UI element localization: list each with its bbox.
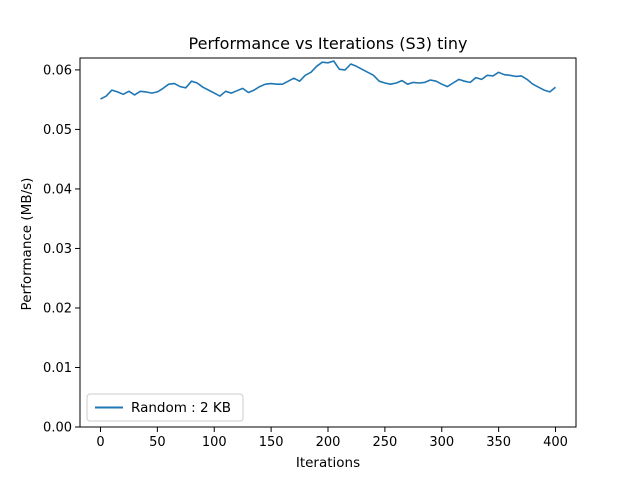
y-tick-label: 0.06 — [43, 63, 72, 78]
y-axis-label: Performance (MB/s) — [19, 178, 35, 311]
plot-area: 0 50 100 150 200 250 300 350 400 0.00 0.01 0.02 0.03… — [43, 57, 577, 450]
legend: Random : 2 KB — [86, 393, 244, 422]
chart-title: Performance vs Iterations (S3) tiny — [189, 34, 468, 53]
x-tick-label: 100 — [202, 435, 227, 450]
x-tick-label: 0 — [96, 435, 104, 450]
y-tick-label: 0.00 — [43, 421, 72, 436]
y-tick-label: 0.01 — [43, 361, 72, 376]
x-tick-label: 150 — [259, 435, 284, 450]
x-tick-label: 400 — [543, 435, 568, 450]
x-tick-label: 50 — [149, 435, 166, 450]
x-tick-label: 250 — [372, 435, 397, 450]
legend-box — [86, 393, 244, 422]
legend-series-label: Random : 2 KB — [131, 400, 231, 416]
y-tick-label: 0.03 — [43, 242, 72, 257]
y-tick-label: 0.05 — [43, 123, 72, 138]
x-tick-label: 350 — [486, 435, 511, 450]
series-line-0 — [100, 60, 557, 100]
x-tick-label: 300 — [429, 435, 454, 450]
x-axis-label: Iterations — [296, 455, 360, 471]
y-tick-label: 0.02 — [43, 301, 72, 316]
y-tick-label: 0.04 — [43, 182, 72, 197]
x-tick-label: 200 — [316, 435, 341, 450]
